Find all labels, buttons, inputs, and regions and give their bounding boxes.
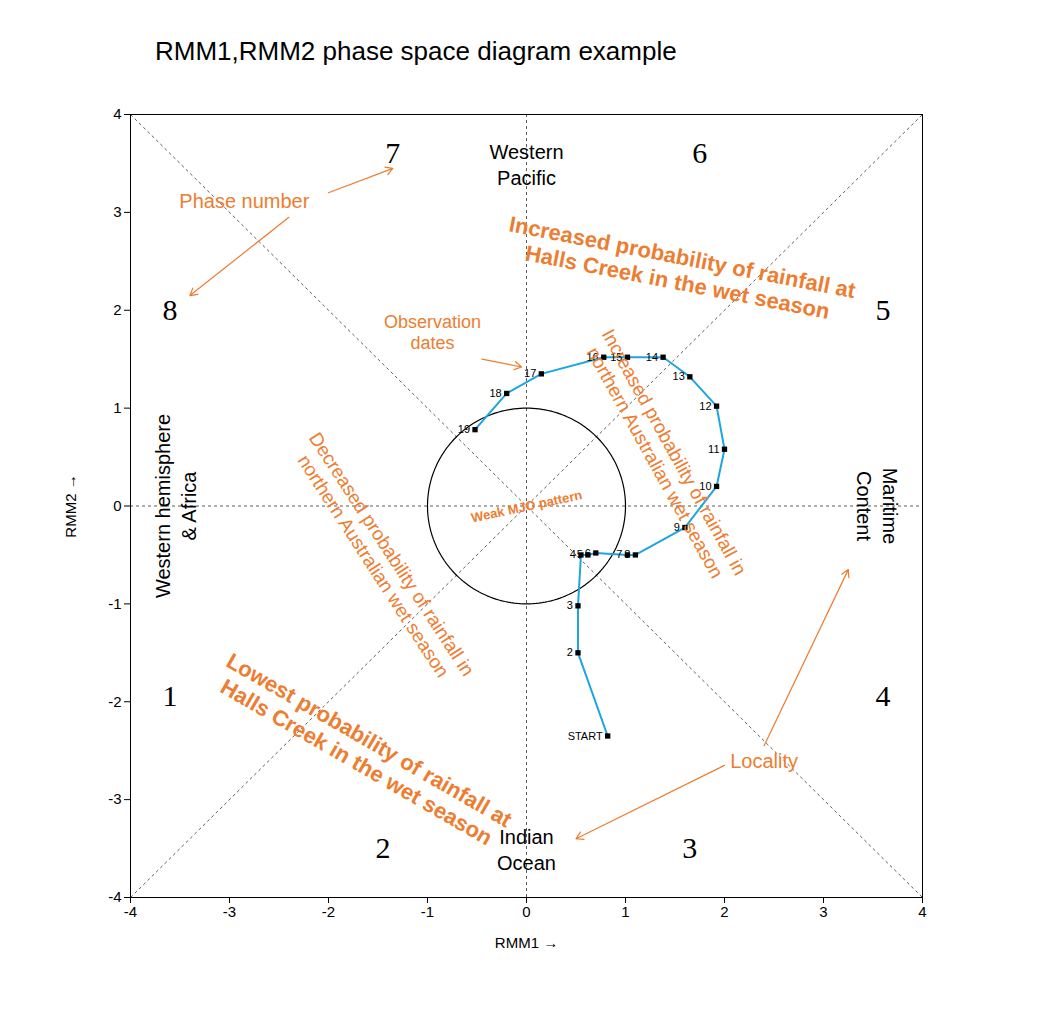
svg-text:Increased probability of rainf: Increased probability of rainfall atHall… — [502, 211, 858, 328]
svg-text:IndianOcean: IndianOcean — [497, 826, 556, 874]
svg-text:2: 2 — [113, 301, 121, 318]
svg-text:3: 3 — [113, 203, 121, 220]
svg-text:2: 2 — [567, 646, 573, 658]
svg-text:-3: -3 — [108, 790, 121, 807]
svg-text:5: 5 — [577, 548, 583, 560]
svg-text:6: 6 — [692, 136, 707, 169]
svg-text:5: 5 — [875, 293, 890, 326]
svg-text:Observationdates: Observationdates — [384, 312, 481, 353]
svg-text:8: 8 — [624, 548, 630, 560]
svg-text:9: 9 — [673, 521, 680, 534]
svg-text:19: 19 — [458, 423, 470, 435]
svg-text:MaritimeContent: MaritimeContent — [853, 468, 901, 545]
html-text:RMM1,RMM2 phase space diagram: RMM1,RMM2 phase space diagram example — [155, 36, 677, 66]
svg-text:-3: -3 — [223, 903, 236, 920]
svg-text:4: 4 — [918, 903, 926, 920]
svg-text:Locality: Locality — [730, 750, 798, 772]
svg-text:1: 1 — [621, 903, 629, 920]
svg-text:11: 11 — [708, 443, 719, 455]
svg-text:1: 1 — [163, 679, 178, 712]
svg-text:Increased probability of rainf: Increased probability of rainfall innort… — [579, 325, 751, 589]
svg-text:4: 4 — [113, 105, 121, 122]
svg-text:6: 6 — [585, 547, 591, 559]
svg-text:RMM1 →: RMM1 → — [495, 934, 558, 951]
svg-text:3: 3 — [682, 831, 697, 864]
svg-text:0: 0 — [113, 497, 121, 514]
svg-text:RMM2 →: RMM2 → — [62, 474, 79, 537]
svg-text:WesternPacific: WesternPacific — [489, 141, 563, 189]
svg-text:Western hemisphere& Africa: Western hemisphere& Africa — [152, 414, 200, 598]
svg-text:Decreased probability of rainf: Decreased probability of rainfall innort… — [287, 428, 479, 691]
svg-text:17: 17 — [524, 367, 536, 379]
svg-text:3: 3 — [819, 903, 827, 920]
svg-text:-2: -2 — [108, 693, 121, 710]
svg-text:4: 4 — [875, 679, 890, 712]
svg-text:0: 0 — [522, 903, 530, 920]
svg-text:7: 7 — [385, 136, 400, 169]
svg-text:2: 2 — [720, 903, 728, 920]
svg-text:Phase number: Phase number — [179, 190, 309, 212]
svg-text:Lowest probability of rainfall: Lowest probability of rainfall atHalls C… — [209, 648, 516, 854]
svg-text:-2: -2 — [322, 903, 335, 920]
svg-text:-1: -1 — [108, 595, 121, 612]
svg-text:8: 8 — [163, 293, 178, 326]
svg-text:Weak MJO pattern: Weak MJO pattern — [470, 487, 584, 525]
svg-text:2: 2 — [375, 831, 390, 864]
svg-text:7: 7 — [616, 548, 622, 560]
svg-text:3: 3 — [567, 599, 573, 611]
svg-text:-4: -4 — [124, 903, 137, 920]
svg-text:-4: -4 — [108, 888, 121, 905]
svg-text:12: 12 — [699, 400, 711, 412]
svg-text:1: 1 — [113, 399, 121, 416]
svg-text:-1: -1 — [421, 903, 434, 920]
svg-text:14: 14 — [646, 351, 658, 363]
svg-text:18: 18 — [489, 387, 501, 399]
svg-text:START: START — [568, 730, 603, 742]
svg-text:4: 4 — [570, 548, 576, 560]
svg-text:13: 13 — [673, 370, 685, 382]
